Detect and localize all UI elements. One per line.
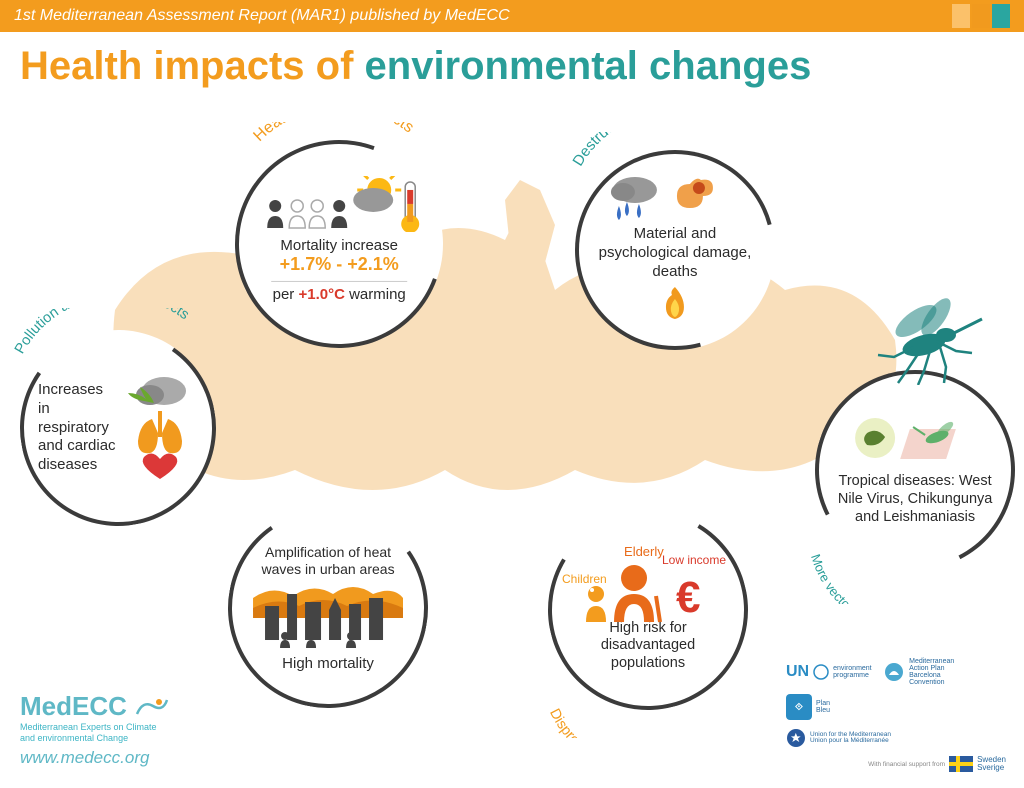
warming-text: per +1.0°C warming (253, 286, 425, 303)
title-part1: Health impacts of (20, 44, 365, 88)
mosquito-icon (864, 295, 994, 385)
sponsor-block: UN environment programme Mediterranean A… (786, 658, 1006, 772)
title-part2: environmental changes (365, 44, 812, 88)
sponsor-un: UN environment programme (786, 663, 875, 681)
label-vulnerability: Disproportionate vulnerability (530, 688, 766, 738)
pollution-icon (124, 373, 198, 483)
heat-ozone-icon (255, 176, 423, 232)
header-text: 1st Mediterranean Assessment Report (MAR… (14, 7, 510, 25)
page-title: Health impacts of environmental changes (0, 32, 1024, 88)
heat-stress-text2: High mortality (248, 655, 408, 672)
destructive-icon (605, 174, 745, 220)
medecc-logo-icon (133, 694, 169, 720)
sponsor-plan-bleu: ⟐ Plan Bleu (786, 694, 840, 720)
header-logo (952, 4, 1010, 28)
vector-icon (845, 413, 985, 463)
destructive-text: Material and psychological damage, death… (597, 225, 753, 281)
sponsor-union: Union for the Mediterranean Union pour l… (786, 728, 1006, 748)
svg-text:Disproportionate vulnerability: Disproportionate vulnerability (546, 706, 711, 738)
sweden-flag-icon (949, 756, 973, 772)
mortality-text: Mortality increase (253, 237, 425, 254)
pollution-text: Increases in respiratory and cardiac dis… (38, 381, 118, 475)
medecc-logo: MedECC Mediterranean Experts on Climate … (20, 691, 169, 768)
heat-stress-text1: Amplification of heat waves in urban are… (248, 544, 408, 578)
sponsor-map: Mediterranean Action Plan Barcelona Conv… (883, 658, 965, 686)
flame-icon (660, 285, 690, 321)
vulnerability-text: High risk for disadvantaged populations (566, 620, 730, 672)
vulnerability-icon: € (568, 556, 728, 624)
vector-text: Tropical diseases: West Nile Virus, Chik… (835, 472, 995, 526)
mortality-range: +1.7% - +2.1% (253, 254, 425, 275)
svg-text:€: € (676, 573, 700, 622)
label-heat-stress: Heat stress (210, 688, 446, 734)
heat-stress-icon (253, 580, 403, 648)
sponsor-sweden: With financial support from Sweden Sveri… (786, 756, 1006, 772)
header-bar: 1st Mediterranean Assessment Report (MAR… (0, 0, 1024, 32)
